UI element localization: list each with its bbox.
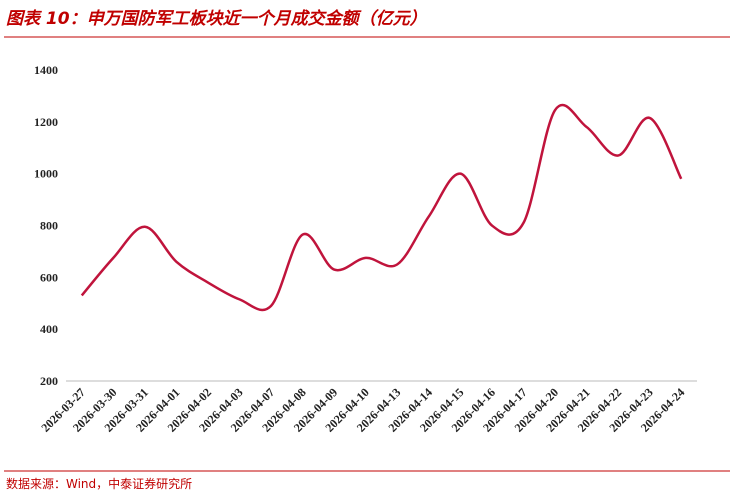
source: 数据来源：Wind，中泰证券研究所 <box>6 476 192 491</box>
y-tick-label: 1400 <box>34 63 58 77</box>
line <box>80 103 683 312</box>
y-tick-label: 800 <box>40 219 58 233</box>
chart-title: 图表 10：申万国防军工板块近一个月成交金额（亿元） <box>6 9 427 29</box>
y-tick-label: 1000 <box>34 167 58 181</box>
y-tick-label: 400 <box>40 322 58 336</box>
y-tick-label: 1200 <box>34 115 58 129</box>
y-tick-label: 600 <box>40 270 58 284</box>
y-tick-label: 200 <box>40 374 58 388</box>
